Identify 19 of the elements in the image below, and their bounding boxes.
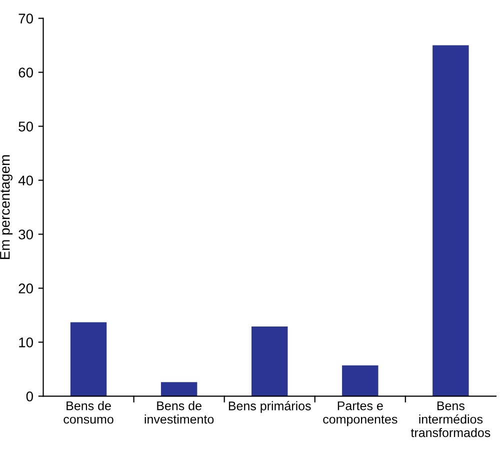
y-tick-label: 30	[18, 230, 33, 240]
bar	[342, 365, 378, 396]
y-tick-label: 0	[26, 392, 33, 402]
bar	[70, 322, 107, 396]
y-axis-title: Em percentagem	[0, 155, 13, 259]
y-tick-label: 10	[19, 338, 33, 348]
x-tick-label: Partes e componentes	[323, 401, 398, 426]
y-tick-label: 60	[18, 68, 33, 78]
x-tick-label: Bens primários	[228, 401, 311, 413]
y-tick-label: 50	[18, 122, 33, 132]
bar	[432, 45, 469, 396]
bar	[252, 326, 288, 396]
bar	[160, 382, 198, 396]
y-tick-label: 70	[18, 14, 33, 24]
x-tick-label: Bens de consumo	[64, 401, 114, 424]
y-tick-label: 40	[18, 176, 33, 186]
x-tick-label: Bens de investimento	[144, 401, 214, 424]
x-tick-label: Bens intermédios transformados	[410, 401, 490, 438]
y-tick-label: 20	[18, 284, 33, 294]
